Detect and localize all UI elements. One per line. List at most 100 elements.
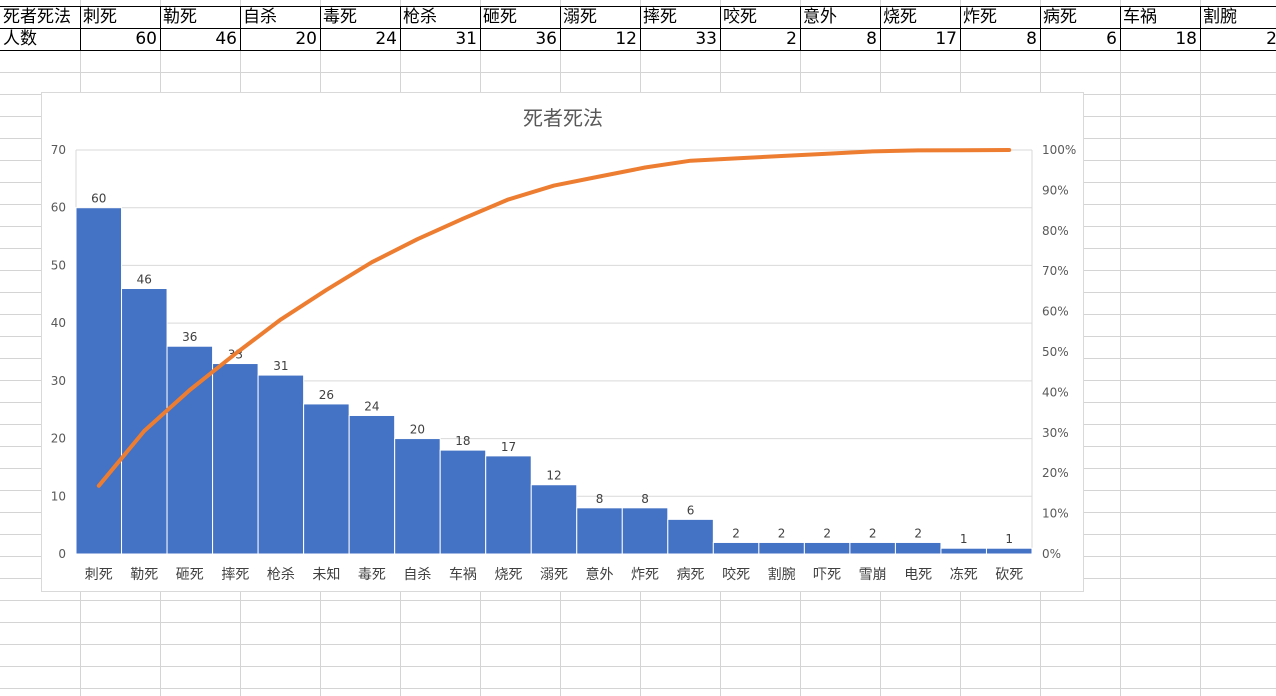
chart-canvas: 死者死法 0 10 20 30 40 50 60 70 0% 10% 20% 30% 40% 50% 60% 7… — [51, 106, 1077, 583]
count-cell[interactable]: 18 — [1175, 29, 1197, 49]
x-tick-label: 咬死 — [722, 566, 750, 583]
header-cell[interactable]: 砸死 — [483, 7, 517, 27]
count-cell[interactable]: 12 — [615, 29, 637, 49]
header-cell[interactable]: 病死 — [1043, 7, 1077, 27]
y-tick-label: 60 — [51, 201, 66, 215]
count-cell[interactable]: 6 — [1106, 29, 1117, 49]
x-tick-label: 勒死 — [130, 567, 158, 583]
data-label: 46 — [137, 273, 152, 287]
data-label: 26 — [319, 388, 334, 402]
count-cell[interactable]: 2 — [786, 29, 797, 49]
header-cell[interactable]: 溺死 — [563, 7, 597, 27]
bar — [849, 541, 896, 555]
header-cell[interactable]: 炸死 — [963, 7, 997, 27]
header-cell[interactable]: 割腕 — [1203, 7, 1237, 27]
header-cell[interactable]: 自杀 — [243, 7, 277, 27]
count-cell[interactable]: 46 — [215, 29, 237, 49]
x-tick-label: 砸死 — [176, 567, 204, 583]
bar — [348, 414, 396, 555]
bar — [894, 541, 942, 555]
bar — [166, 345, 214, 555]
x-tick-label: 炸死 — [631, 567, 659, 583]
y2-tick-label: 100% — [1042, 143, 1076, 157]
data-label: 18 — [455, 434, 470, 448]
y2-tick-label: 80% — [1042, 224, 1069, 238]
data-label: 8 — [641, 492, 649, 506]
data-label: 24 — [364, 399, 379, 413]
x-tick-label: 未知 — [312, 566, 340, 583]
header-cell[interactable]: 车祸 — [1123, 7, 1157, 27]
y-tick-label: 50 — [51, 258, 66, 272]
y2-tick-label: 50% — [1042, 345, 1069, 359]
row-count-label[interactable]: 人数 — [3, 29, 37, 49]
header-cell[interactable]: 摔死 — [643, 7, 677, 27]
count-cell[interactable]: 60 — [135, 29, 157, 49]
x-tick-label: 意外 — [586, 566, 614, 583]
x-tick-label: 毒死 — [358, 567, 386, 583]
data-label: 12 — [546, 469, 561, 483]
bar — [712, 541, 760, 555]
y2-tick-label: 0% — [1042, 547, 1061, 561]
bar — [985, 547, 1033, 555]
y2-tick-label: 30% — [1042, 426, 1069, 440]
count-cell[interactable]: 24 — [375, 29, 397, 49]
data-label: 2 — [732, 526, 740, 540]
y-tick-label: 40 — [51, 316, 66, 330]
header-cell[interactable]: 勒死 — [163, 7, 197, 27]
data-label: 1 — [960, 532, 968, 546]
header-cell[interactable]: 烧死 — [883, 7, 917, 27]
data-label: 2 — [914, 526, 922, 540]
chart-title: 死者死法 — [523, 106, 603, 130]
header-cell[interactable]: 毒死 — [323, 7, 357, 27]
bar — [576, 507, 623, 555]
x-tick-label: 烧死 — [494, 567, 522, 583]
count-cell[interactable]: 2 — [1266, 29, 1276, 49]
bar — [758, 541, 805, 555]
data-label: 31 — [273, 359, 288, 373]
count-cell[interactable]: 33 — [695, 29, 717, 49]
count-cell[interactable]: 36 — [535, 29, 557, 49]
count-cell[interactable]: 17 — [935, 29, 957, 49]
y-tick-label: 30 — [51, 374, 66, 388]
x-tick-label: 雪崩 — [859, 567, 887, 583]
count-cell[interactable]: 8 — [1026, 29, 1037, 49]
header-cell[interactable]: 枪杀 — [403, 7, 437, 27]
header-cell[interactable]: 意外 — [803, 7, 837, 27]
x-tick-label: 吓死 — [813, 567, 841, 583]
data-label: 6 — [687, 503, 695, 517]
x-tick-label: 溺死 — [540, 567, 568, 583]
y2-tick-label: 20% — [1042, 466, 1069, 480]
y-tick-label: 70 — [51, 143, 66, 157]
bar — [803, 541, 851, 555]
x-tick-label: 冻死 — [950, 566, 978, 583]
y2-tick-label: 90% — [1042, 183, 1069, 197]
data-label: 20 — [410, 423, 425, 437]
count-cell[interactable]: 20 — [295, 29, 317, 49]
header-cell[interactable]: 刺死 — [83, 7, 117, 27]
count-cell[interactable]: 31 — [455, 29, 477, 49]
data-label: 2 — [869, 526, 877, 540]
y-tick-label: 20 — [51, 432, 66, 446]
bar — [621, 507, 669, 555]
count-cell[interactable]: 8 — [866, 29, 877, 49]
bar — [667, 518, 714, 555]
bar — [940, 547, 987, 555]
cumulative-line — [96, 148, 1012, 488]
data-label: 2 — [823, 526, 831, 540]
x-tick-label: 砍死 — [995, 567, 1023, 583]
x-tick-label: 电死 — [904, 567, 932, 583]
bar — [257, 374, 305, 555]
pareto-chart[interactable]: 死者死法 0 10 20 30 40 50 60 70 0% 10% 20% 30% 40% 50% 60% 7… — [41, 92, 1084, 592]
bar — [394, 438, 441, 555]
header-cell[interactable]: 咬死 — [723, 7, 757, 27]
x-tick-label: 病死 — [677, 567, 705, 583]
data-label: 60 — [91, 192, 106, 206]
row-header-label[interactable]: 死者死法 — [3, 7, 71, 27]
y2-tick-label: 40% — [1042, 385, 1069, 399]
bar — [530, 484, 578, 555]
bar — [439, 449, 487, 555]
x-tick-label: 刺死 — [85, 567, 113, 583]
y-tick-label: 10 — [51, 489, 66, 503]
y-tick-label: 0 — [58, 547, 66, 561]
x-tick-label: 自杀 — [403, 567, 431, 583]
